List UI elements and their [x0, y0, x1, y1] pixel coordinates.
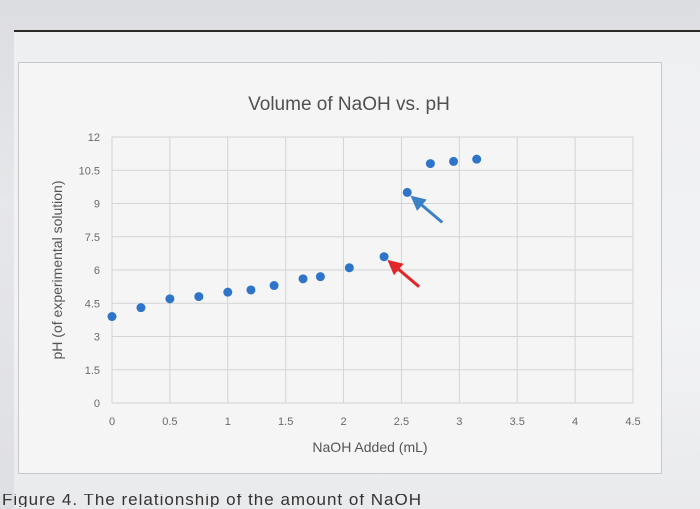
y-tick-label: 0	[94, 398, 100, 410]
data-point	[379, 252, 389, 262]
data-point	[449, 156, 459, 166]
x-tick-label: 1.5	[278, 416, 293, 428]
data-point	[425, 159, 435, 169]
y-tick-label: 7.5	[85, 232, 100, 244]
y-tick-label: 1.5	[85, 365, 100, 377]
data-point	[344, 263, 354, 273]
chart-grid	[111, 136, 634, 404]
data-point	[269, 281, 279, 291]
x-tick-label: 4.5	[625, 416, 640, 428]
annotation-arrow	[387, 259, 421, 288]
y-tick-label: 10.5	[79, 165, 100, 177]
y-tick-labels: 0 1.5 3 4.5 6 7.5 9 10.5 12	[79, 132, 100, 410]
data-point	[165, 294, 175, 304]
y-axis-label: pH (of experimental solution)	[49, 181, 65, 360]
y-tick-label: 3	[94, 332, 100, 344]
y-tick-label: 6	[94, 265, 100, 277]
annotation-arrows	[387, 195, 444, 288]
data-point	[402, 187, 412, 197]
x-tick-label: 3	[456, 416, 462, 428]
data-point	[223, 287, 233, 297]
chart-title: Volume of NaOH vs. pH	[248, 94, 450, 115]
y-tick-label: 9	[94, 199, 100, 211]
x-tick-label: 2.5	[394, 416, 409, 428]
data-point	[246, 285, 256, 295]
x-tick-label: 4	[572, 416, 578, 428]
x-tick-label: 0	[109, 416, 115, 428]
x-axis-label: NaOH Added (mL)	[312, 439, 427, 455]
data-point	[136, 303, 146, 313]
x-tick-label: 2	[340, 416, 346, 428]
figure-caption-strip: Figure 4. The relationship of the amount…	[0, 494, 700, 507]
x-tick-label: 0.5	[162, 416, 177, 428]
data-points	[107, 154, 482, 322]
data-point	[194, 292, 204, 302]
x-tick-label: 3.5	[510, 416, 525, 428]
data-point	[107, 312, 117, 322]
x-tick-labels: 0 0.5 1 1.5 2 2.5 3 3.5 4 4.5	[109, 416, 641, 428]
data-point	[472, 154, 482, 164]
y-tick-label: 12	[88, 132, 100, 144]
y-tick-label: 4.5	[85, 298, 100, 310]
chart-frame	[18, 62, 662, 474]
x-tick-label: 1	[225, 416, 231, 428]
annotation-arrow	[410, 195, 444, 224]
figure-caption: Figure 4. The relationship of the amount…	[2, 494, 422, 507]
data-point	[298, 274, 308, 284]
data-point	[315, 272, 325, 282]
